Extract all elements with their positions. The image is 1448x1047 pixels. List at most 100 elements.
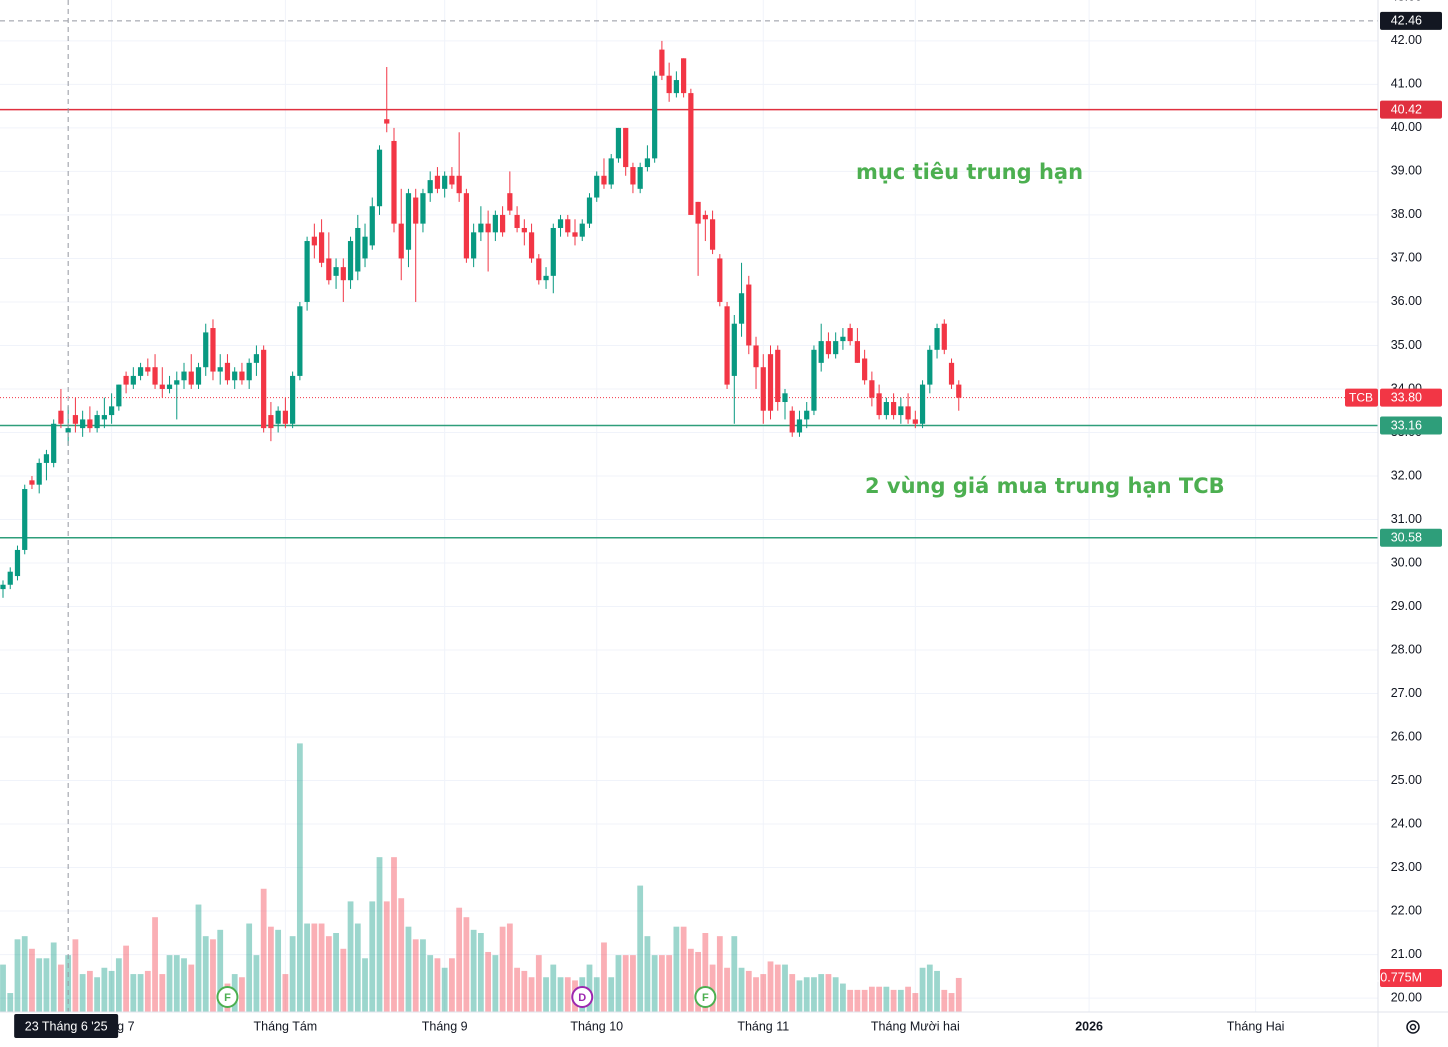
event-label: F xyxy=(224,992,231,1004)
volume-bar xyxy=(456,907,463,1012)
x-tick-label: Tháng Mười hai xyxy=(871,1019,960,1033)
y-tick-label: 20.00 xyxy=(1391,990,1422,1004)
volume-bar xyxy=(716,936,723,1012)
x-tick-label: Tháng 9 xyxy=(422,1019,468,1033)
candle-body xyxy=(347,241,354,281)
candle-body xyxy=(775,349,781,403)
volume-bar xyxy=(868,986,875,1012)
candle-body xyxy=(948,362,955,385)
y-tick-label: 38.00 xyxy=(1391,207,1422,221)
candle-body xyxy=(738,293,745,324)
volume-bar xyxy=(463,917,470,1012)
settings-icon[interactable] xyxy=(1406,1020,1420,1034)
candle-body xyxy=(760,367,766,411)
candle-body xyxy=(275,410,281,424)
candle-body xyxy=(355,227,361,272)
candle-body xyxy=(0,584,6,590)
candle-body xyxy=(188,371,194,385)
volume-bar xyxy=(760,974,767,1012)
volume-bar xyxy=(79,974,86,1012)
volume-bar xyxy=(289,936,296,1012)
volume-bar xyxy=(695,951,701,1012)
last-price-label-text: 33.80 xyxy=(1391,390,1422,404)
candle-body xyxy=(579,223,585,237)
candle-body xyxy=(456,175,462,194)
volume-bar xyxy=(58,964,64,1012)
volume-bar xyxy=(50,942,57,1012)
x-tick-label: Tháng Tám xyxy=(254,1019,318,1033)
volume-bar xyxy=(325,936,332,1012)
candle-body xyxy=(681,58,687,94)
candle-body xyxy=(217,367,223,372)
volume-bar xyxy=(420,939,426,1012)
volume-bar xyxy=(687,948,694,1012)
candle-body xyxy=(644,158,651,168)
candle-body xyxy=(7,571,13,585)
candle-body xyxy=(898,406,904,416)
y-tick-label: 36.00 xyxy=(1391,294,1422,308)
candle-body xyxy=(43,454,50,463)
crosshair-date: 23 Tháng 6 '25 xyxy=(25,1019,108,1033)
volume-bar xyxy=(528,977,535,1012)
candle-body xyxy=(702,214,708,220)
candle-body xyxy=(478,223,484,233)
volume-bar xyxy=(282,974,289,1012)
volume-bar xyxy=(955,977,962,1012)
volume-bar xyxy=(840,983,846,1012)
volume-bar xyxy=(905,986,911,1012)
candle-body xyxy=(101,415,107,420)
candle-body xyxy=(210,328,216,372)
volume-bar xyxy=(499,926,506,1012)
candle-body xyxy=(594,175,600,198)
candle-body xyxy=(514,214,520,228)
volume-bar xyxy=(825,974,832,1012)
candle-body xyxy=(724,306,730,385)
candle-body xyxy=(304,241,310,302)
candle-body xyxy=(268,415,274,429)
candle-body xyxy=(883,402,889,416)
volume-bar xyxy=(354,923,361,1012)
candle-body xyxy=(87,419,93,429)
volume-bar xyxy=(347,901,354,1012)
candle-body xyxy=(22,489,28,550)
candle-body xyxy=(94,415,100,429)
volume-bar xyxy=(666,955,673,1012)
candle-body xyxy=(543,275,549,281)
candle-body xyxy=(673,80,679,94)
candle-body xyxy=(485,223,491,233)
volume-bar xyxy=(268,926,274,1012)
candle-body xyxy=(123,375,129,385)
candle-body xyxy=(224,362,231,381)
event-label: F xyxy=(702,992,709,1004)
candle-body xyxy=(29,480,35,485)
volume-bar xyxy=(709,964,716,1012)
candle-body xyxy=(282,410,288,424)
candle-body xyxy=(398,223,404,259)
candle-body xyxy=(145,367,151,372)
volume-bar xyxy=(333,933,339,1012)
volume-bar xyxy=(260,888,267,1012)
candle-body xyxy=(239,371,245,381)
volume-bar xyxy=(535,955,542,1012)
volume-bar xyxy=(340,948,347,1012)
candle-body xyxy=(623,127,629,168)
volume-bar xyxy=(383,901,390,1012)
volume-bar xyxy=(210,939,216,1012)
candle-body xyxy=(246,362,252,381)
volume-bar xyxy=(130,974,137,1012)
volume-bar xyxy=(702,933,709,1012)
crosshair-price-text: 42.46 xyxy=(1391,14,1422,28)
candle-body xyxy=(767,354,774,411)
y-tick-label: 27.00 xyxy=(1391,686,1422,700)
candle-body xyxy=(536,258,542,281)
volume-label-text: 10.775M xyxy=(1373,971,1422,985)
event-label: D xyxy=(578,992,586,1004)
volume-bar xyxy=(854,989,861,1012)
volume-bar xyxy=(362,958,368,1012)
volume-bar xyxy=(912,993,919,1012)
volume-bar xyxy=(137,974,144,1012)
candle-body xyxy=(862,358,868,381)
volume-bar xyxy=(492,955,499,1012)
volume-bar xyxy=(376,857,383,1012)
volume-bar xyxy=(818,974,825,1012)
